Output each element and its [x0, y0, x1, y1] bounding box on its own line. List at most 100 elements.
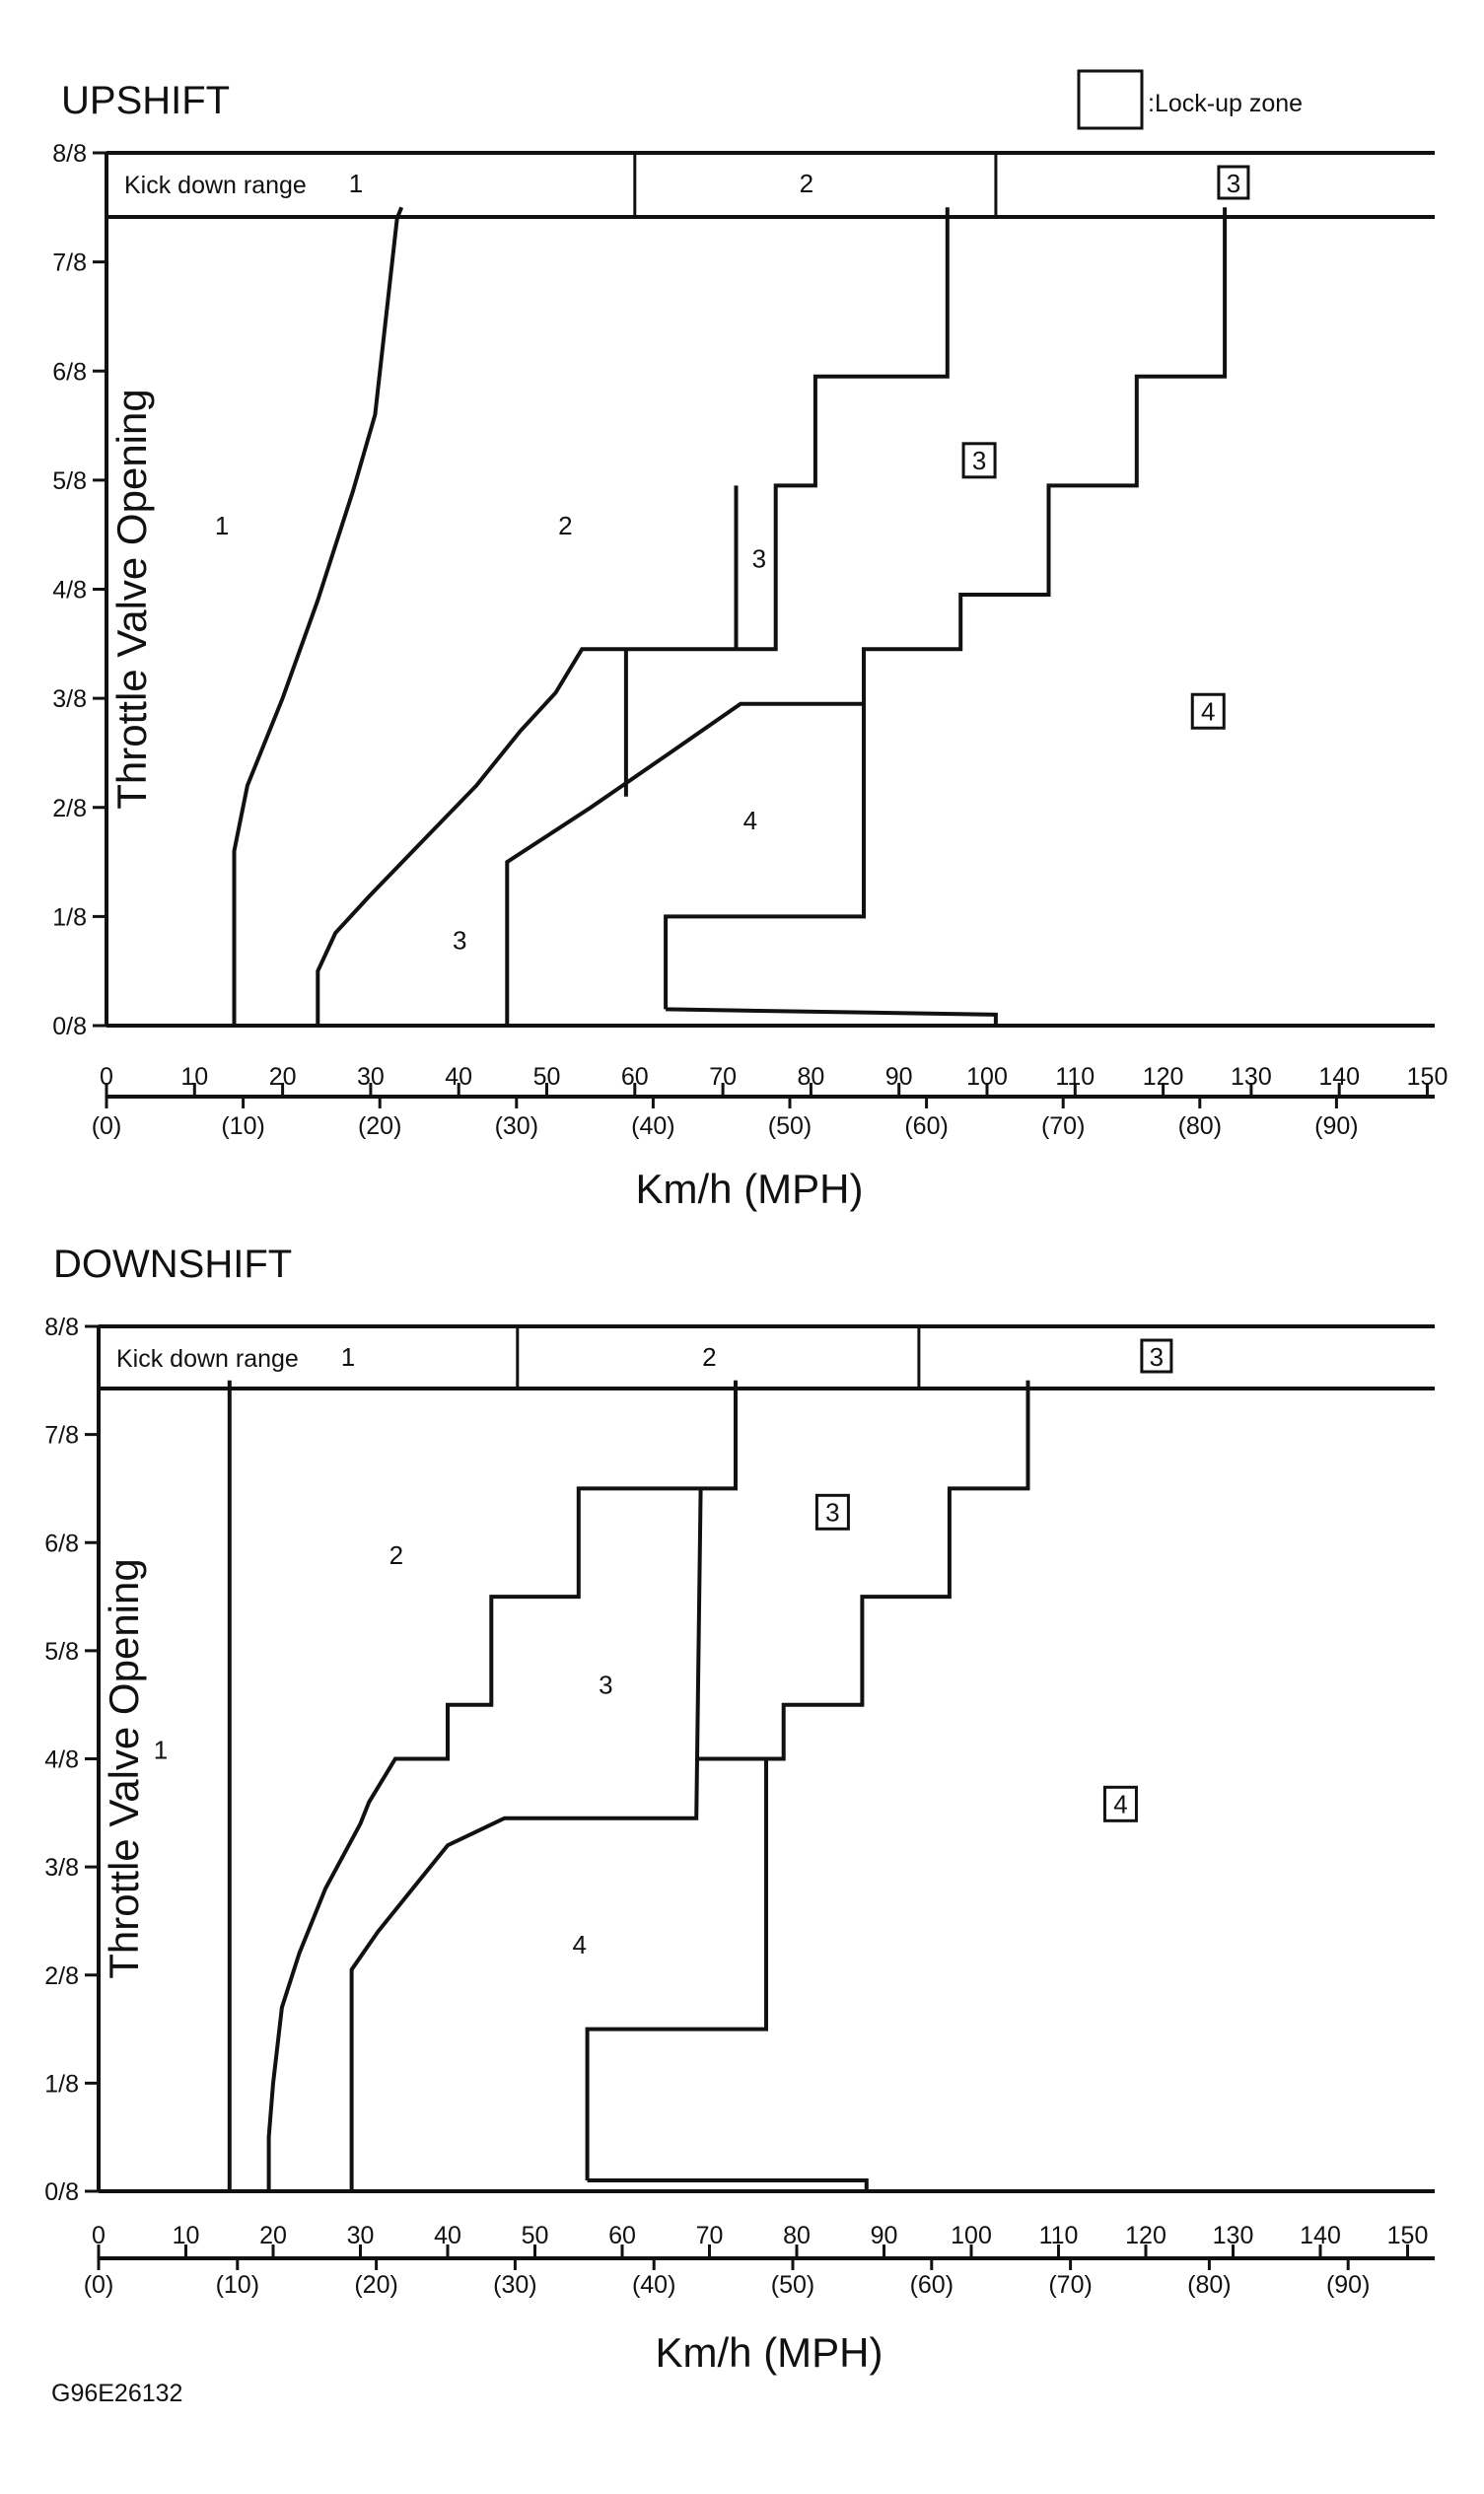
y-tick-label: 5/8 — [44, 1638, 79, 1666]
mph-tick-label: (70) — [1041, 1112, 1085, 1140]
mph-tick-label: (70) — [1048, 2271, 1092, 2299]
kmh-tick-label: 120 — [1125, 2222, 1166, 2249]
kickdown-gear-label: 3 — [1150, 1342, 1164, 1372]
y-tick-label: 0/8 — [44, 2178, 79, 2206]
y-tick-label: 4/8 — [52, 577, 87, 605]
mph-tick-label: (10) — [216, 2271, 259, 2299]
kmh-tick-label: 40 — [445, 1063, 472, 1091]
upshift-panel: UPSHIFT Throttle Valve Opening 0/8 1/8 2/8 3/… — [52, 79, 1448, 1212]
kmh-tick-label: 150 — [1387, 2222, 1429, 2249]
y-tick-label: 2/8 — [52, 795, 87, 822]
shift-line — [585, 1758, 768, 2180]
kmh-tick-label: 80 — [797, 1063, 824, 1091]
kmh-tick-label: 110 — [1039, 2222, 1079, 2249]
kmh-tick-label: 40 — [434, 2222, 461, 2249]
mph-tick-label: (60) — [910, 2271, 954, 2299]
kickdown-gear-label: 3 — [1227, 169, 1240, 198]
kmh-tick-label: 60 — [621, 1063, 649, 1091]
shift-line — [505, 207, 1228, 1026]
kmh-tick-label: 0 — [92, 2222, 106, 2249]
shift-line — [232, 206, 404, 1026]
kickdown-lockup-box — [1217, 165, 1250, 200]
kmh-tick-label: 80 — [783, 2222, 811, 2249]
kmh-tick-label: 30 — [357, 1063, 385, 1091]
y-tick-label: 1/8 — [44, 2070, 79, 2098]
kmh-tick-label: 100 — [951, 2222, 992, 2249]
kmh-tick-label: 10 — [173, 2222, 200, 2249]
y-tick-label: 6/8 — [52, 358, 87, 386]
mph-tick-label: (10) — [221, 1112, 264, 1140]
zone-label: 3 — [752, 543, 766, 573]
zone-label: 1 — [154, 1736, 168, 1765]
shift-line — [266, 1380, 738, 2191]
zone-lockup-box — [961, 442, 997, 479]
mph-tick-label: (0) — [84, 2271, 114, 2299]
kickdown-range-label: Kick down range — [116, 1345, 299, 1373]
mph-tick-label: (90) — [1314, 1112, 1358, 1140]
kmh-tick-label: 110 — [1055, 1063, 1095, 1091]
x-axis-label: Km/h (MPH) — [636, 1166, 864, 1212]
shift-line — [316, 207, 950, 1026]
downshift-panel: DOWNSHIFT Throttle Valve Opening 0/8 1/8 2/8… — [44, 1243, 1435, 2376]
kmh-tick-label: 50 — [533, 1063, 561, 1091]
zone-lockup-box — [1102, 1785, 1138, 1822]
mph-tick-label: (80) — [1178, 1112, 1222, 1140]
shift-line — [666, 1007, 998, 1026]
mph-tick-label: (40) — [632, 2271, 675, 2299]
zone-label: 3 — [453, 926, 466, 956]
mph-tick-label: (20) — [354, 2271, 397, 2299]
kmh-tick-label: 60 — [608, 2222, 636, 2249]
y-tick-label: 1/8 — [52, 903, 87, 931]
kickdown-range-label: Kick down range — [124, 172, 307, 199]
kmh-tick-label: 120 — [1143, 1063, 1184, 1091]
kmh-tick-label: 20 — [269, 1063, 297, 1091]
zone-label: 4 — [743, 806, 757, 835]
zone-label: 4 — [1113, 1789, 1127, 1818]
kmh-tick-label: 30 — [347, 2222, 375, 2249]
shift-line — [664, 703, 866, 1010]
kmh-tick-label: 130 — [1231, 1063, 1272, 1091]
zone-label: 4 — [1201, 696, 1215, 726]
mph-tick-label: (0) — [92, 1112, 122, 1140]
zone-label: 3 — [972, 446, 986, 475]
kmh-tick-label: 70 — [696, 2222, 724, 2249]
x-axis-label: Km/h (MPH) — [656, 2329, 883, 2376]
kickdown-lockup-box — [1140, 1338, 1173, 1374]
kmh-tick-label: 10 — [180, 1063, 208, 1091]
y-tick-label: 8/8 — [52, 140, 87, 168]
kmh-tick-label: 150 — [1407, 1063, 1449, 1091]
shift-line — [587, 2178, 869, 2191]
kmh-tick-label: 90 — [885, 1063, 913, 1091]
zone-label: 1 — [215, 511, 229, 540]
kmh-tick-label: 140 — [1300, 2222, 1341, 2249]
kickdown-gear-label: 1 — [341, 1342, 355, 1372]
y-tick-label: 4/8 — [44, 1746, 79, 1774]
zone-label: 3 — [599, 1671, 612, 1700]
mph-tick-label: (30) — [493, 2271, 536, 2299]
chart-title: UPSHIFT — [61, 79, 230, 122]
mph-tick-label: (90) — [1326, 2271, 1370, 2299]
chart-title: DOWNSHIFT — [53, 1243, 292, 1286]
kickdown-gear-label: 2 — [702, 1342, 716, 1372]
kickdown-gear-label: 2 — [800, 169, 813, 198]
kmh-tick-label: 100 — [966, 1063, 1008, 1091]
y-tick-label: 8/8 — [44, 1314, 79, 1341]
mph-tick-label: (50) — [768, 1112, 812, 1140]
kmh-tick-label: 20 — [259, 2222, 287, 2249]
zone-label: 4 — [573, 1930, 587, 1960]
y-tick-label: 0/8 — [52, 1013, 87, 1040]
kmh-tick-label: 140 — [1318, 1063, 1360, 1091]
kickdown-gear-label: 1 — [349, 169, 363, 198]
mph-tick-label: (30) — [495, 1112, 538, 1140]
y-tick-label: 6/8 — [44, 1530, 79, 1557]
y-tick-label: 5/8 — [52, 467, 87, 495]
zone-lockup-box — [814, 1493, 850, 1531]
y-tick-label: 3/8 — [44, 1854, 79, 1882]
y-tick-label: 7/8 — [44, 1422, 79, 1450]
kmh-tick-label: 50 — [522, 2222, 549, 2249]
y-axis-label: Throttle Valve Opening — [101, 1558, 147, 1978]
shift-line — [696, 1380, 1030, 1761]
y-axis-label: Throttle Valve Opening — [108, 389, 155, 809]
mph-tick-label: (80) — [1187, 2271, 1231, 2299]
mph-tick-label: (50) — [771, 2271, 814, 2299]
